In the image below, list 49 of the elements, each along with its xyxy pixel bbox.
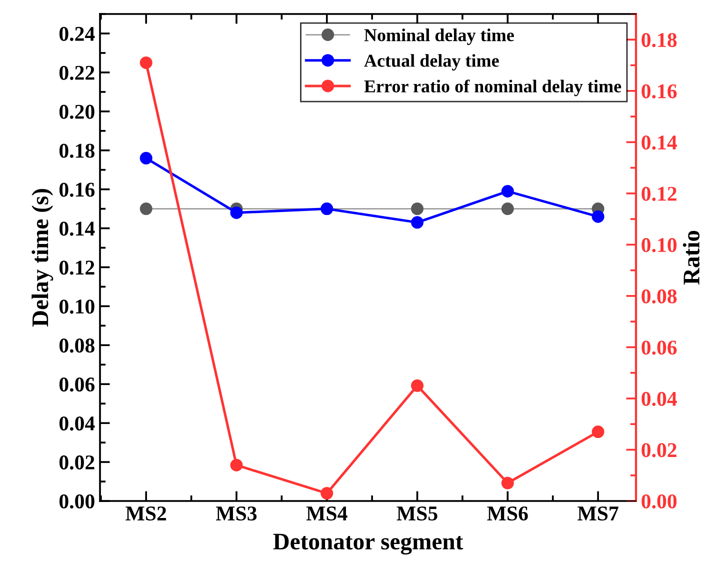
x-tick-label: MS3	[216, 506, 257, 521]
point	[501, 202, 514, 216]
point	[501, 476, 514, 490]
point	[411, 379, 424, 392]
y2-tick-label: 0.08	[642, 289, 677, 304]
legend-label: Actual delay time	[364, 54, 499, 71]
point	[592, 210, 604, 223]
y2-tick-label: 0.14	[642, 136, 677, 150]
y2-axis-title: Ratio	[682, 230, 700, 285]
y2-tick-label: 0.06	[642, 340, 677, 355]
y-tick-label: 0.08	[59, 338, 94, 353]
point	[230, 206, 243, 219]
x-tick-label: MS6	[487, 506, 528, 521]
y-tick-label: 0.24	[59, 26, 95, 42]
y-tick-label: 0.10	[59, 300, 94, 314]
x-tick-label: MS7	[578, 506, 618, 521]
x-axis-title: Detonator segment	[273, 534, 464, 554]
y-tick-label: 0.20	[59, 104, 94, 119]
y-tick-label: 0.14	[59, 222, 95, 236]
x-tick-label: MS2	[126, 506, 166, 521]
x-tick-label: MS4	[306, 506, 348, 521]
legend-label: Nominal delay time	[364, 28, 514, 45]
y-tick-label: 0.04	[59, 416, 95, 431]
y2-tick-label: 0.12	[642, 186, 676, 201]
y2-tick-label: 0.10	[642, 238, 677, 252]
x-tick-label: MS5	[396, 506, 438, 521]
point	[140, 56, 152, 69]
y2-tick-label: 0.18	[642, 33, 677, 48]
y-tick-label: 0.06	[59, 377, 95, 392]
point	[140, 152, 152, 164]
point	[140, 202, 152, 216]
y-tick-label: 0.12	[59, 260, 94, 275]
y-tick-label: 0.18	[59, 144, 94, 158]
y2-tick-label: 0.02	[642, 443, 676, 458]
y-axis-title: Delay time (s)	[32, 189, 54, 327]
y2-tick-label: 0.00	[642, 494, 677, 509]
point	[230, 458, 243, 472]
y-tick-label: 0.02	[59, 455, 94, 470]
y-tick-label: 0.16	[59, 182, 95, 197]
point	[411, 202, 424, 216]
point	[320, 487, 334, 500]
legend-label: Error ratio of nominal delay time	[364, 80, 622, 96]
y2-tick-label: 0.04	[642, 392, 677, 406]
point	[411, 216, 424, 229]
point	[592, 426, 604, 438]
y-tick-label: 0.22	[59, 66, 94, 80]
point	[501, 185, 514, 198]
y2-tick-label: 0.16	[642, 84, 677, 98]
y-tick-label: 0.00	[59, 494, 94, 509]
